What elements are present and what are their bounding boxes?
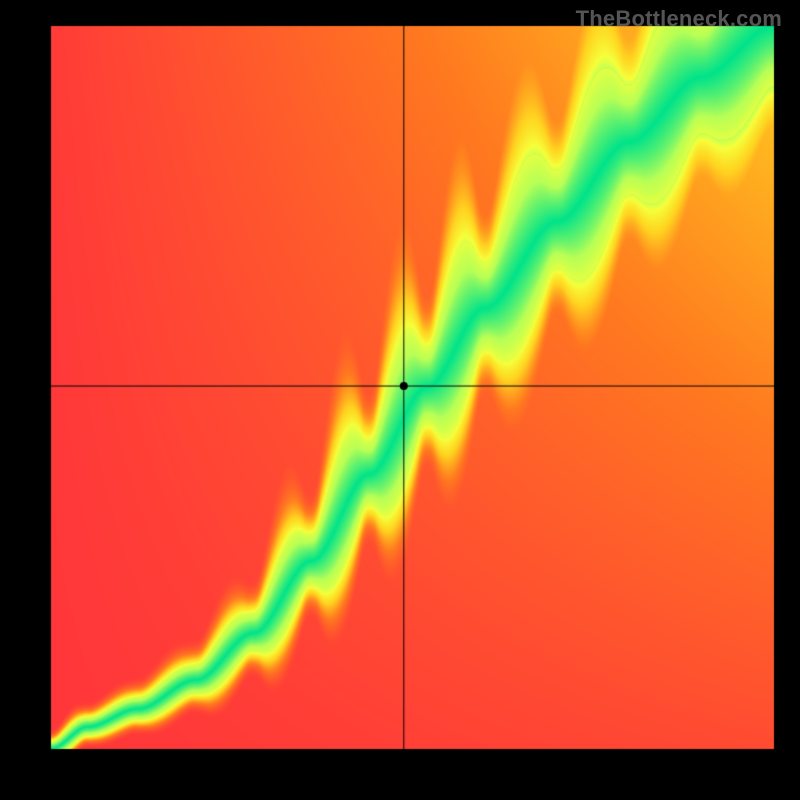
chart-container: TheBottleneck.com bbox=[0, 0, 800, 800]
watermark-text: TheBottleneck.com bbox=[576, 6, 782, 32]
bottleneck-heatmap-canvas bbox=[0, 0, 800, 800]
